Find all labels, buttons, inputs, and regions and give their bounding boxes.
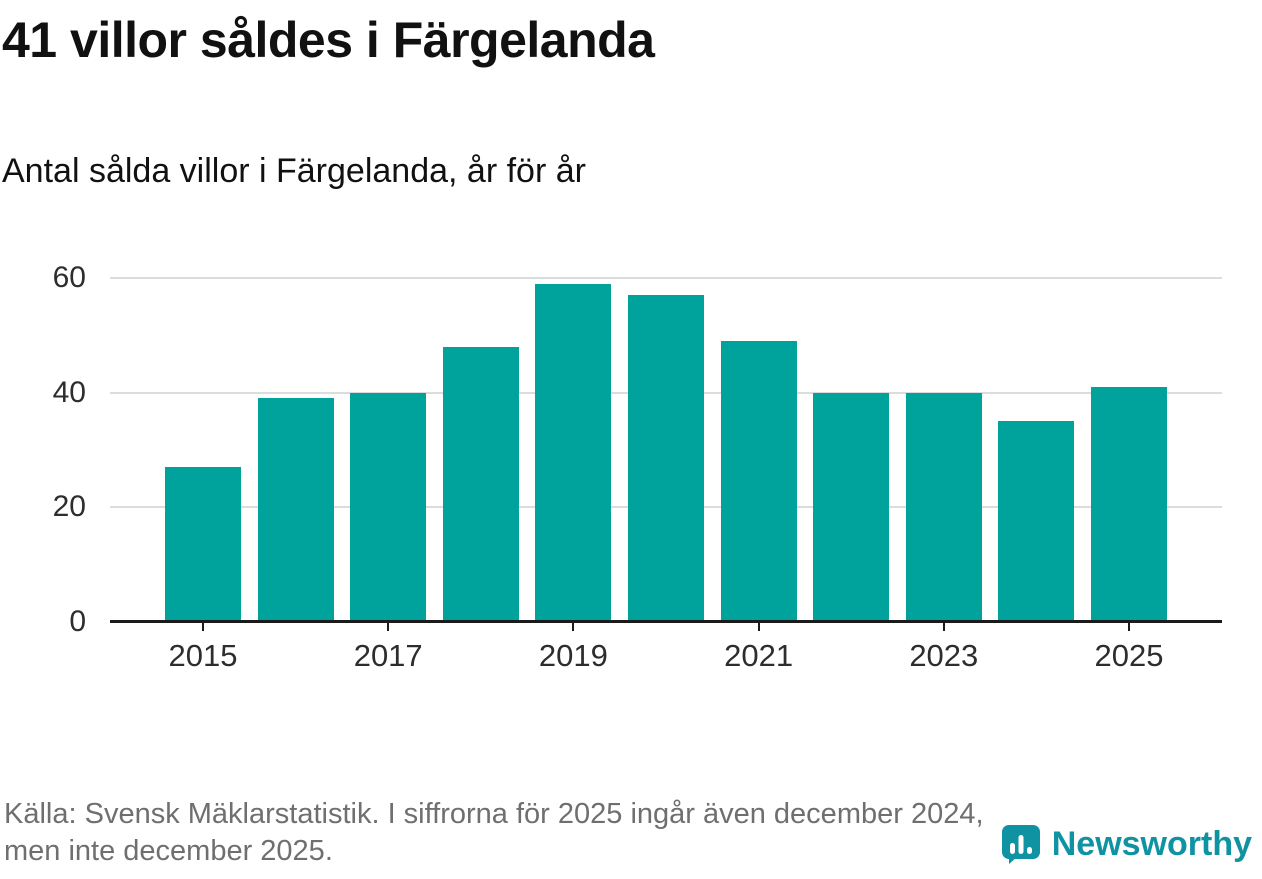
x-tick-label-2023: 2023 xyxy=(909,638,979,673)
bar-2022 xyxy=(813,392,890,622)
x-tick-2017 xyxy=(387,622,390,631)
x-tick-label-2015: 2015 xyxy=(168,638,238,673)
bar-2024 xyxy=(998,421,1075,622)
source-note: Källa: Svensk Mäklarstatistik. I siffror… xyxy=(4,796,1258,871)
x-tick-2021 xyxy=(757,622,760,631)
bar-chart: 0 20 40 60 2015 2017 2019 2021 2023 2025 xyxy=(0,261,1222,708)
y-tick-label-20: 20 xyxy=(52,490,86,524)
newsworthy-icon xyxy=(1001,825,1040,864)
source-line-1: Källa: Svensk Mäklarstatistik. I siffror… xyxy=(4,797,984,830)
x-tick-2019 xyxy=(572,622,575,631)
bar-2021 xyxy=(720,341,797,622)
bar-2025 xyxy=(1091,386,1167,622)
bar-2019 xyxy=(535,283,612,622)
x-axis-line xyxy=(110,620,1222,623)
x-tick-label-2025: 2025 xyxy=(1094,638,1164,673)
x-tick-label-2021: 2021 xyxy=(724,638,794,673)
bar-2017 xyxy=(350,392,427,622)
x-tick-label-2019: 2019 xyxy=(538,638,608,673)
newsworthy-logo: Newsworthy xyxy=(1000,823,1252,865)
gridline-60 xyxy=(110,277,1222,279)
x-tick-label-2017: 2017 xyxy=(353,638,423,673)
bar-2016 xyxy=(257,398,334,622)
y-axis-labels: 0 20 40 60 xyxy=(0,261,100,638)
chart-subtitle: Antal sålda villor i Färgelanda, år för … xyxy=(2,151,586,190)
plot-area: 2015 2017 2019 2021 2023 2025 xyxy=(110,277,1222,673)
x-tick-2023 xyxy=(942,622,945,631)
bar-2018 xyxy=(442,346,519,622)
x-tick-2015 xyxy=(202,622,204,631)
y-tick-label-0: 0 xyxy=(69,605,86,638)
bar-2020 xyxy=(628,295,704,622)
bar-2023 xyxy=(905,392,982,622)
x-tick-2025 xyxy=(1127,622,1130,631)
y-tick-label-40: 40 xyxy=(52,375,86,409)
bar-2015 xyxy=(165,467,241,622)
y-tick-label-60: 60 xyxy=(52,261,86,294)
brand-name: Newsworthy xyxy=(1051,824,1252,863)
source-line-2: men inte december 2025. xyxy=(4,835,333,868)
chart-title: 41 villor såldes i Färgelanda xyxy=(2,12,655,68)
